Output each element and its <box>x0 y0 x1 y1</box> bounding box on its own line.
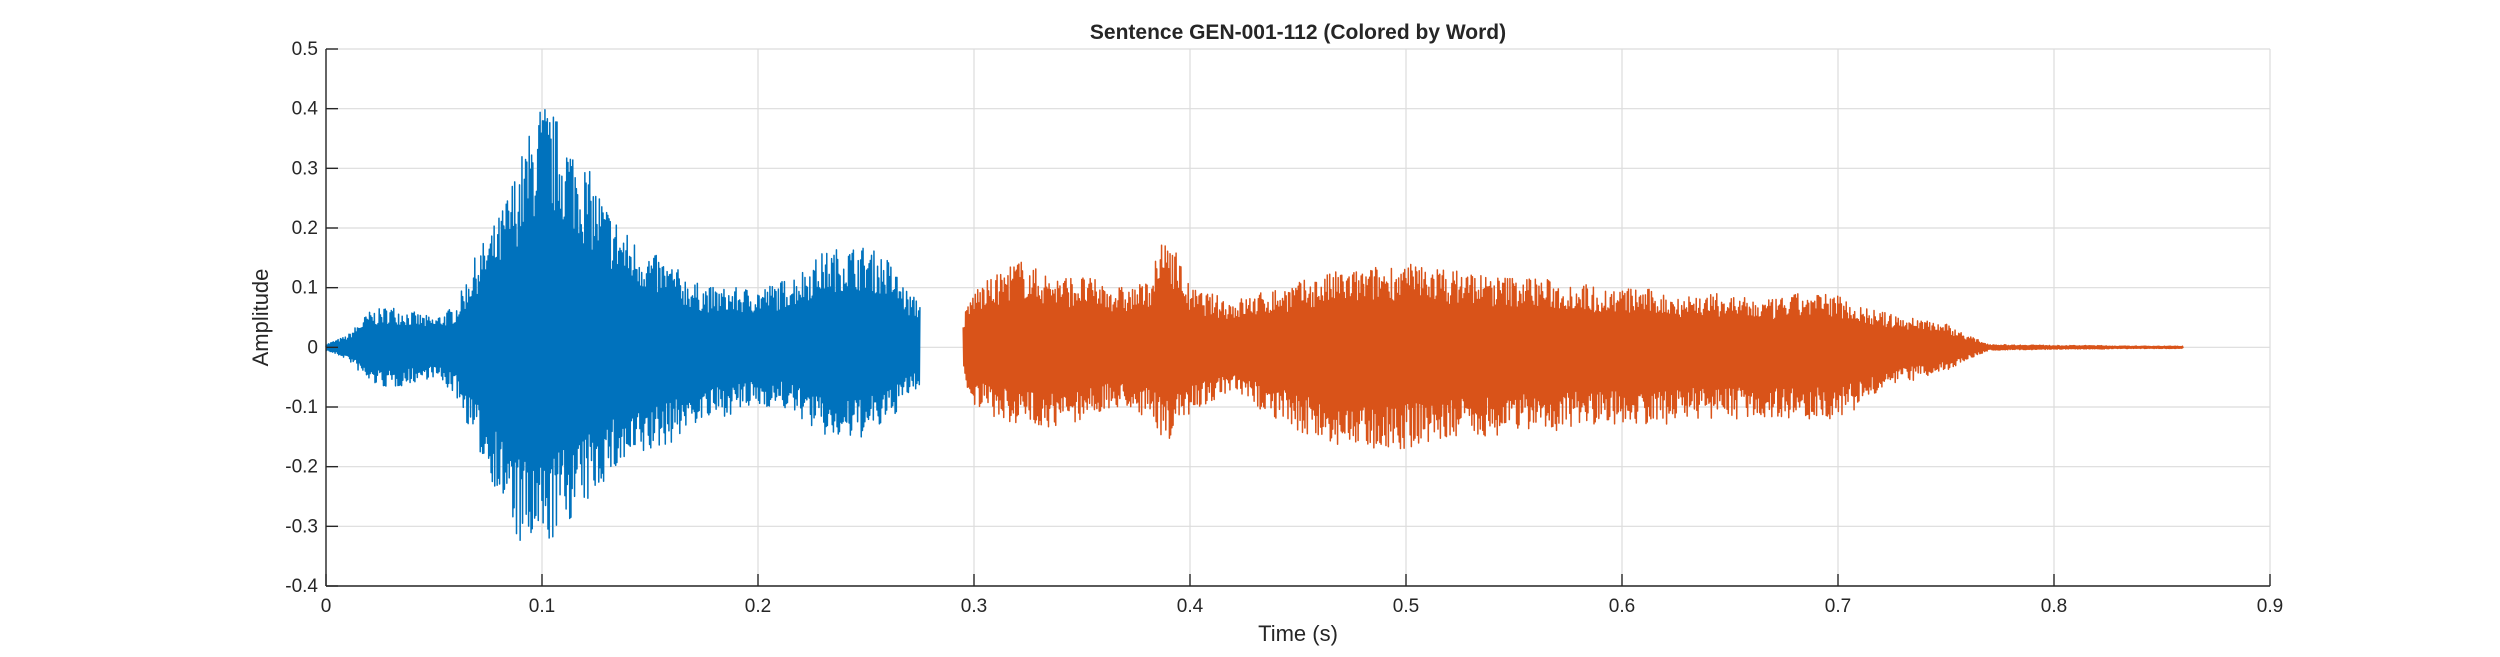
x-tick-label: 0.7 <box>1825 596 1851 617</box>
y-tick-label: -0.1 <box>285 397 318 418</box>
x-tick-labels: 0 0.1 0.2 0.3 0.4 0.5 0.6 0.7 0.8 0.9 <box>321 596 2284 617</box>
y-tick-labels: -0.4 -0.3 -0.2 -0.1 0 0.1 0.2 0.3 0.4 0.5 <box>285 39 318 597</box>
y-tick-label: 0.5 <box>292 39 318 60</box>
axes <box>325 48 2271 587</box>
y-tick-label: -0.4 <box>285 576 318 597</box>
waveform-series <box>325 108 2184 542</box>
y-tick-label: 0.1 <box>292 278 318 299</box>
chart-title: Sentence GEN-001-112 (Colored by Word) <box>1090 21 1506 44</box>
x-tick-label: 0.5 <box>1393 596 1419 617</box>
y-tick-label: -0.2 <box>285 457 318 478</box>
x-tick-label: 0.1 <box>529 596 555 617</box>
y-tick-label: -0.3 <box>285 516 318 537</box>
y-tick-label: 0.2 <box>292 218 318 239</box>
y-axis-label: Amplitude <box>248 269 273 367</box>
waveform-series-line <box>325 108 921 542</box>
x-tick-label: 0.6 <box>1609 596 1635 617</box>
y-tick-label: 0 <box>307 337 318 358</box>
x-tick-label: 0.4 <box>1177 596 1204 617</box>
x-axis-label: Time (s) <box>1258 621 1338 646</box>
x-tick-label: 0 <box>321 596 332 617</box>
x-tick-label: 0.9 <box>2257 596 2283 617</box>
x-tick-label: 0.8 <box>2041 596 2067 617</box>
x-tick-label: 0.3 <box>961 596 987 617</box>
waveform-series-line <box>962 244 2184 450</box>
y-tick-label: 0.4 <box>292 99 319 120</box>
x-tick-label: 0.2 <box>745 596 771 617</box>
y-tick-label: 0.3 <box>292 158 318 179</box>
